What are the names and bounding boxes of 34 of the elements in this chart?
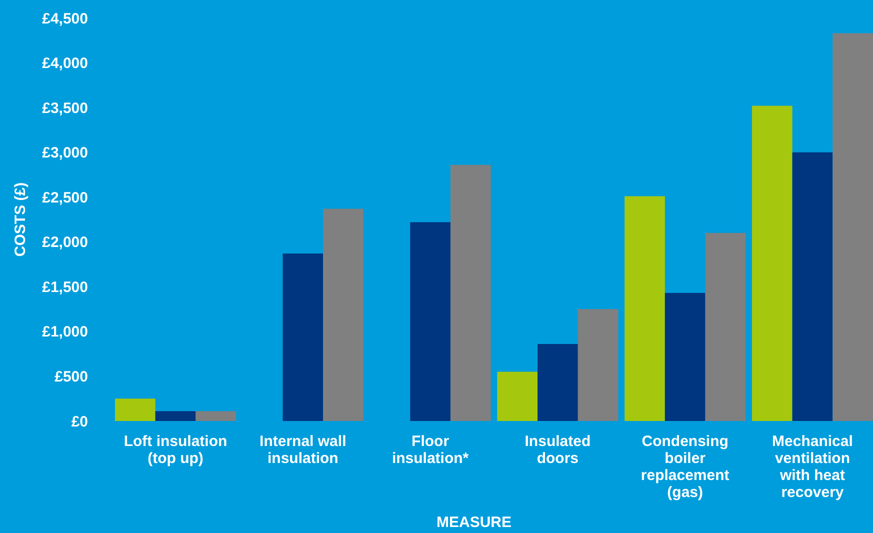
y-tick-label: £500 (54, 368, 88, 386)
y-tick-label: £2,500 (42, 189, 88, 206)
x-tick-label: Internal wall insulation (260, 433, 346, 467)
x-tick-label: Mechanical ventilation with heat recovery (772, 433, 853, 501)
x-tick-label: Loft insulation (top up) (124, 433, 228, 467)
bar (196, 411, 236, 421)
y-tick-label: £3,000 (42, 144, 88, 162)
bar (752, 106, 792, 421)
bar (832, 33, 873, 421)
x-tick-label: Floor insulation* (392, 433, 469, 467)
y-axis-title: COSTS (£) (12, 182, 29, 257)
bar (323, 208, 364, 421)
y-tick-label: £3,500 (42, 100, 88, 117)
y-tick-label: £1,000 (42, 324, 88, 341)
y-tick-label: £2,000 (42, 234, 88, 252)
bar (282, 254, 324, 421)
bar (578, 309, 618, 421)
bar (410, 222, 450, 421)
bar (705, 232, 746, 421)
bar (497, 372, 538, 421)
y-tick-label: £0 (71, 413, 88, 430)
bar (538, 344, 578, 421)
bar (115, 398, 156, 421)
y-tick-label: £1,500 (42, 278, 88, 296)
bar (664, 292, 706, 421)
x-axis-title: MEASURE (436, 514, 512, 531)
bar (155, 411, 196, 421)
x-tick-label: Insulated doors (524, 433, 591, 467)
bar (450, 164, 491, 421)
bar (624, 196, 665, 421)
x-tick-label: Condensing boiler replacement (gas) (640, 433, 730, 501)
bar (792, 152, 833, 421)
y-tick-label: £4,000 (42, 55, 88, 72)
y-tick-label: £4,500 (42, 10, 88, 28)
